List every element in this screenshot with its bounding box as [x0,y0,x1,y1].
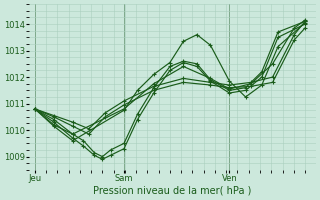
X-axis label: Pression niveau de la mer( hPa ): Pression niveau de la mer( hPa ) [93,186,252,196]
